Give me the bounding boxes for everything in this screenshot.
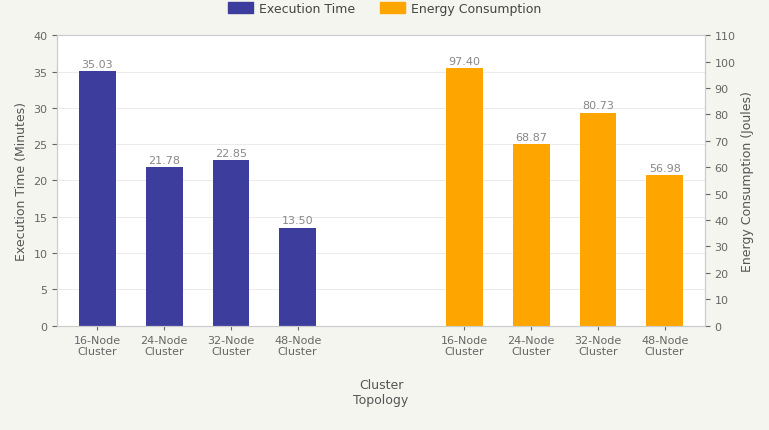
Text: 97.40: 97.40 xyxy=(448,57,481,67)
Text: 22.85: 22.85 xyxy=(215,148,247,158)
Legend: Execution Time, Energy Consumption: Execution Time, Energy Consumption xyxy=(222,0,547,21)
Text: 68.87: 68.87 xyxy=(515,132,548,142)
Text: 80.73: 80.73 xyxy=(582,101,614,111)
Bar xyxy=(279,228,316,326)
Text: 56.98: 56.98 xyxy=(649,164,681,174)
Bar xyxy=(513,144,550,326)
Bar xyxy=(79,72,116,326)
Text: 13.50: 13.50 xyxy=(281,216,314,226)
Bar xyxy=(212,160,249,326)
Y-axis label: Execution Time (Minutes): Execution Time (Minutes) xyxy=(15,101,28,260)
Text: Cluster
Topology: Cluster Topology xyxy=(354,378,408,406)
Bar xyxy=(146,168,182,326)
Bar xyxy=(646,176,683,326)
Text: 21.78: 21.78 xyxy=(148,156,180,166)
Text: 35.03: 35.03 xyxy=(82,60,113,70)
Bar xyxy=(446,69,483,326)
Y-axis label: Energy Consumption (Joules): Energy Consumption (Joules) xyxy=(741,91,754,271)
Bar xyxy=(580,113,616,326)
